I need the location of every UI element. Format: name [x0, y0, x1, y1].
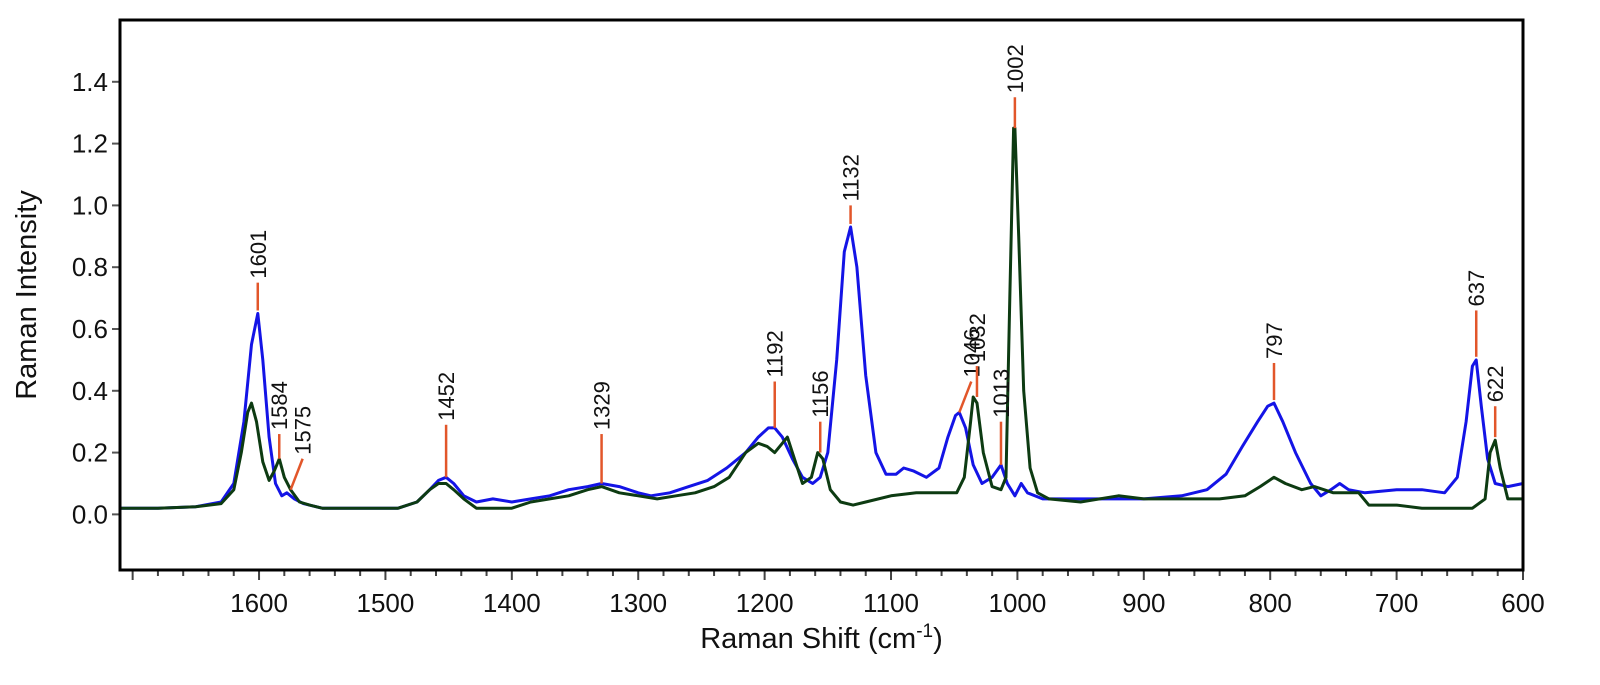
peak-label-1032: 1032	[965, 313, 990, 362]
x-tick-label: 1400	[483, 588, 541, 618]
x-tick-label: 1000	[988, 588, 1046, 618]
y-tick-label: 0.0	[72, 499, 108, 529]
peak-label-637: 637	[1464, 270, 1489, 307]
peak-label-1575: 1575	[291, 406, 316, 455]
peak-label-1192: 1192	[763, 330, 788, 377]
peak-label-1452: 1452	[434, 372, 459, 421]
plot-frame	[118, 18, 1525, 572]
x-tick-label: 1600	[230, 588, 288, 618]
peak-label-622: 622	[1483, 366, 1508, 403]
x-axis-title: Raman Shift (cm-1)	[700, 621, 943, 655]
peak-label-1156: 1156	[808, 370, 833, 417]
peak-label-1329: 1329	[590, 381, 615, 430]
peak-label-1132: 1132	[839, 154, 864, 201]
x-tick-label: 1300	[609, 588, 667, 618]
y-tick-label: 0.8	[72, 252, 108, 282]
peak-marker-1046	[958, 381, 973, 413]
x-tick-label: 1200	[736, 588, 794, 618]
x-axis-title-end: )	[933, 623, 943, 655]
peak-label-1002: 1002	[1003, 44, 1028, 93]
series-layer	[120, 126, 1524, 510]
green-spectrum-line	[120, 126, 1523, 510]
peak-label-1013: 1013	[989, 369, 1014, 418]
x-tick-label: 900	[1122, 588, 1165, 618]
peak-label-1601: 1601	[246, 230, 271, 279]
x-axis-title-main: Raman Shift (cm	[700, 623, 916, 655]
x-tick-label: 1500	[357, 588, 415, 618]
x-tick-label: 600	[1501, 588, 1544, 618]
peak-label-1584: 1584	[267, 381, 292, 430]
y-axis-title: Raman Intensity	[11, 190, 43, 400]
x-tick-label: 700	[1375, 588, 1418, 618]
y-tick-label: 1.4	[72, 67, 108, 97]
y-tick-label: 0.2	[72, 438, 108, 468]
peak-marker-1575	[289, 458, 304, 491]
peak-label-1046: 1046	[959, 329, 984, 378]
axis-ticks: 1600 1500 1400 1300 1200 1100 1000 900 800 700 600…	[72, 67, 1545, 618]
y-tick-label: 1.0	[72, 190, 108, 220]
y-tick-label: 0.6	[72, 314, 108, 344]
x-tick-label: 1100	[863, 588, 919, 618]
peak-label-797: 797	[1262, 322, 1287, 359]
x-tick-label: 800	[1249, 588, 1292, 618]
y-tick-label: 1.2	[72, 129, 108, 159]
x-axis-title-superscript: -1	[916, 621, 933, 642]
y-tick-label: 0.4	[72, 376, 108, 406]
